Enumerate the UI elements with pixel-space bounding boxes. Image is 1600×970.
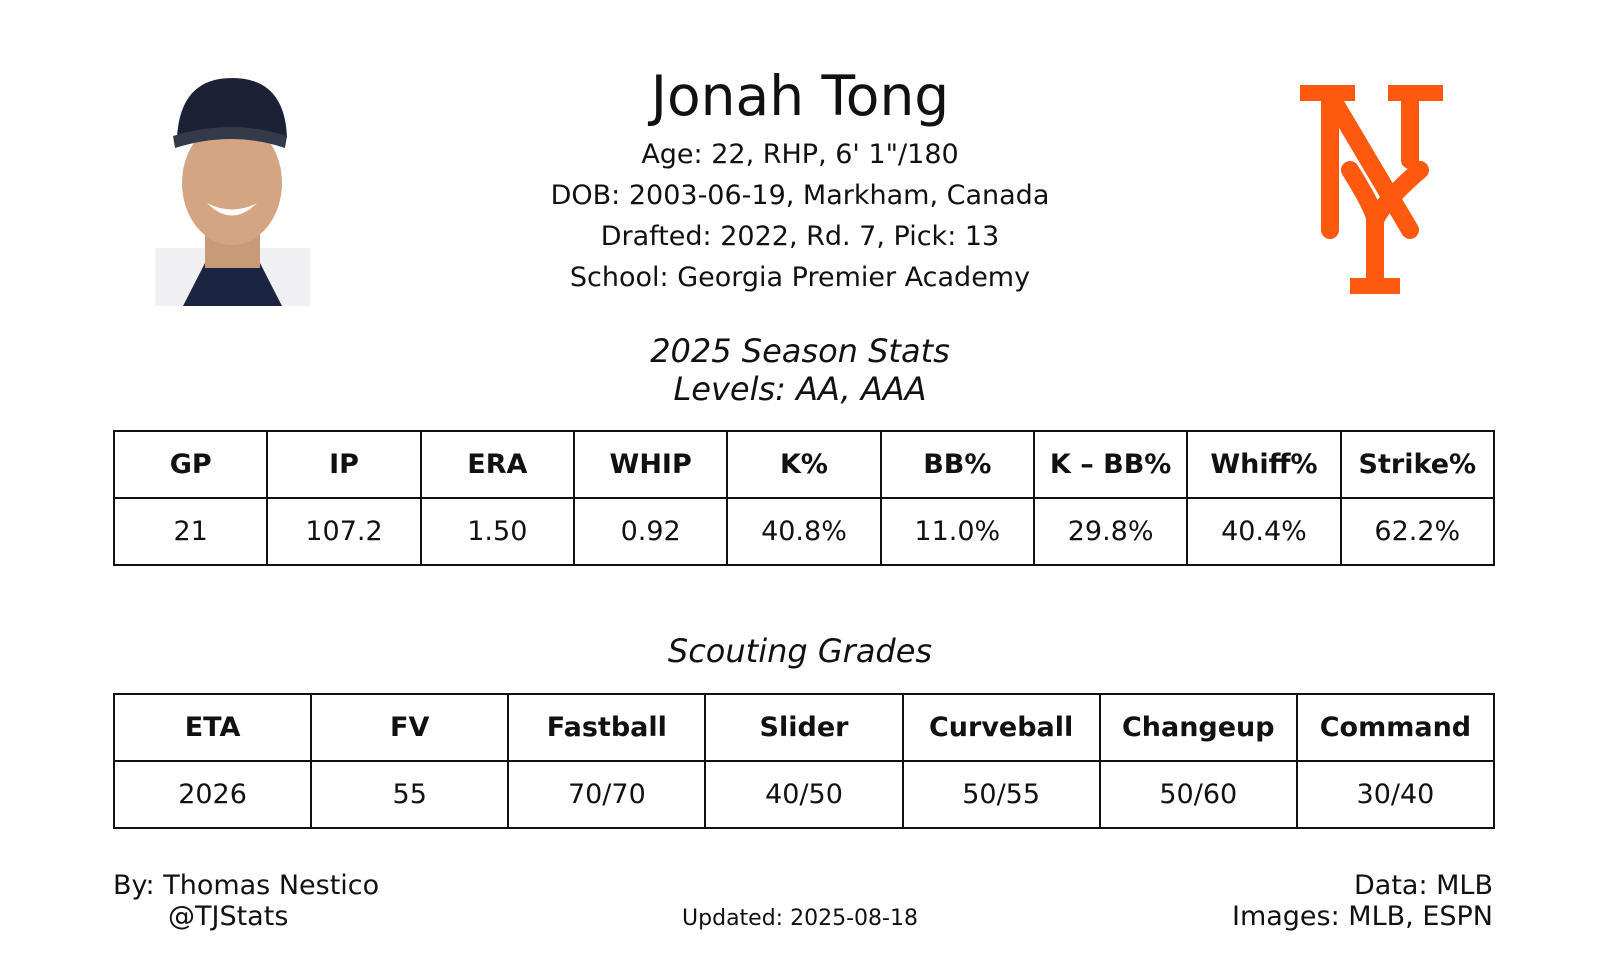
header-cell: K% <box>726 430 882 499</box>
value-cell: 50/55 <box>901 760 1101 829</box>
author: By: Thomas Nestico <box>113 870 380 901</box>
player-detail: Age: 22, RHP, 6' 1"/180 <box>641 139 959 170</box>
stats-table: GP IP ERA WHIP K% BB% K – BB% Whiff% Strike% 21 10… <box>112 430 1496 566</box>
header-cell: FV <box>310 693 510 762</box>
value-cell: 2026 <box>112 760 313 829</box>
player-detail: DOB: 2003-06-19, Markham, Canada <box>550 180 1050 211</box>
header-cell: Curveball <box>901 693 1101 762</box>
value-cell: 40/50 <box>704 760 904 829</box>
value-cell: 55 <box>310 760 510 829</box>
header-cell: Whiff% <box>1186 430 1342 499</box>
value-cell: 70/70 <box>507 760 707 829</box>
table-row: 21 107.2 1.50 0.92 40.8% 11.0% 29.8% 40.4% 62.2% <box>112 497 1496 566</box>
handle: @TJStats <box>168 901 289 932</box>
value-cell: 11.0% <box>879 497 1035 566</box>
value-cell: 50/60 <box>1098 760 1298 829</box>
header-cell: ERA <box>419 430 575 499</box>
table-row: GP IP ERA WHIP K% BB% K – BB% Whiff% Strike% <box>112 430 1496 499</box>
header-cell: GP <box>112 430 269 499</box>
header-cell: WHIP <box>572 430 729 499</box>
value-cell: 107.2 <box>266 497 422 566</box>
value-cell: 29.8% <box>1032 497 1189 566</box>
header-cell: Strike% <box>1339 430 1496 499</box>
grades-title: Scouting Grades <box>667 632 933 670</box>
player-detail: School: Georgia Premier Academy <box>569 262 1031 293</box>
header-cell: BB% <box>879 430 1035 499</box>
header-cell: K – BB% <box>1032 430 1189 499</box>
value-cell: 21 <box>112 497 269 566</box>
team-logo <box>1300 85 1443 294</box>
value-cell: 40.8% <box>726 497 882 566</box>
data-source: Data: MLB <box>1353 870 1493 901</box>
value-cell: 0.92 <box>572 497 729 566</box>
stats-subtitle: Levels: AA, AAA <box>673 370 927 408</box>
updated: Updated: 2025-08-18 <box>682 906 918 931</box>
value-cell: 30/40 <box>1295 760 1496 829</box>
player-name: Jonah Tong <box>650 64 950 128</box>
header-cell: Changeup <box>1098 693 1298 762</box>
player-detail: Drafted: 2022, Rd. 7, Pick: 13 <box>600 221 1000 252</box>
header-cell: IP <box>266 430 422 499</box>
value-cell: 62.2% <box>1339 497 1496 566</box>
header-cell: Fastball <box>507 693 707 762</box>
image-source: Images: MLB, ESPN <box>1231 901 1493 932</box>
player-photo <box>155 78 310 306</box>
value-cell: 1.50 <box>419 497 575 566</box>
header-cell: ETA <box>112 693 313 762</box>
value-cell: 40.4% <box>1186 497 1342 566</box>
header-cell: Slider <box>704 693 904 762</box>
table-row: ETA FV Fastball Slider Curveball Changeup Comm… <box>112 693 1496 762</box>
grades-table: ETA FV Fastball Slider Curveball Changeup Comm… <box>112 693 1496 829</box>
table-row: 2026 55 70/70 40/50 50/55 50/60 30/40 <box>112 760 1496 829</box>
stats-title: 2025 Season Stats <box>650 332 950 370</box>
header-cell: Command <box>1295 693 1496 762</box>
